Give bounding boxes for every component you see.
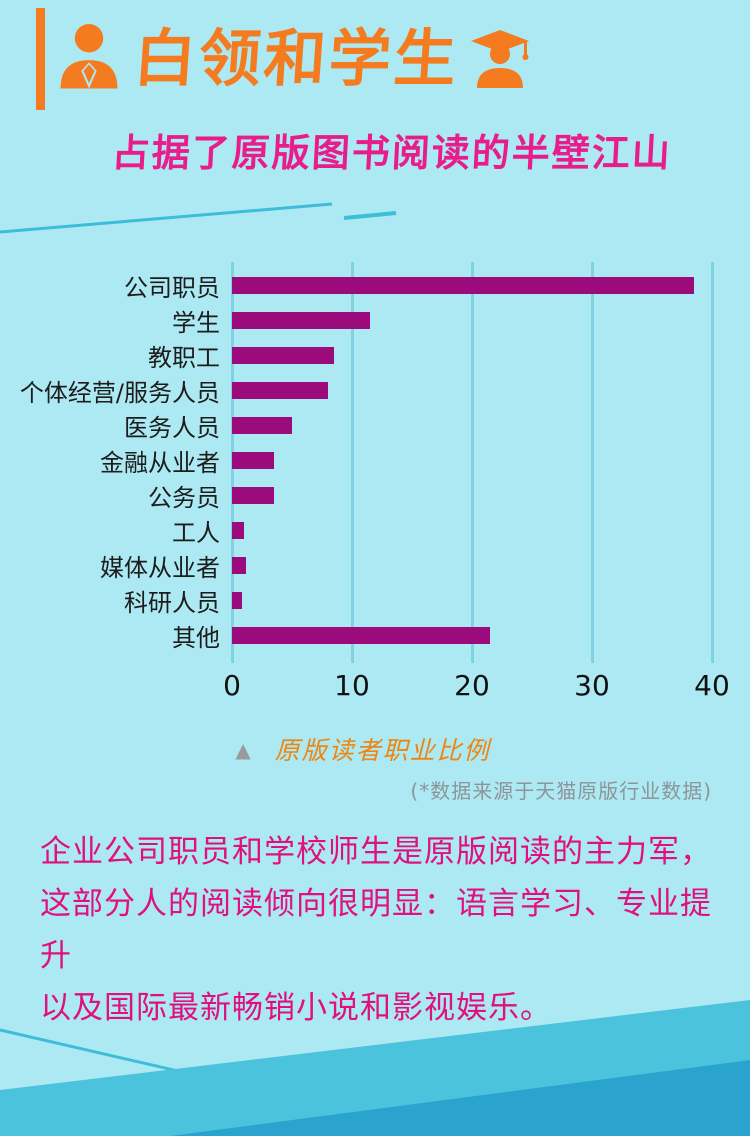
bar-track <box>232 347 712 364</box>
x-tick: 20 <box>454 669 490 702</box>
data-source-note: (*数据来源于天猫原版行业数据) <box>410 779 712 803</box>
bar-label: 金融从业者 <box>100 449 220 477</box>
chart-row: 公司职员 <box>0 268 750 303</box>
bar-label: 医务人员 <box>124 414 220 442</box>
chart-row: 科研人员 <box>0 583 750 618</box>
bar-track <box>232 417 712 434</box>
bottom-diagonal-bands <box>0 1000 750 1136</box>
chart-caption: 原版读者职业比例 <box>274 736 491 765</box>
bar-track <box>232 382 712 399</box>
bar <box>232 417 292 434</box>
bar <box>232 277 694 294</box>
x-axis: 0 10 20 30 40 <box>223 667 730 707</box>
chart-caption-row: ▲ 原版读者职业比例 <box>0 731 738 767</box>
x-tick: 10 <box>334 669 370 702</box>
chart-row: 公务员 <box>0 478 750 513</box>
chart-row: 教职工 <box>0 338 750 373</box>
accent-bar <box>36 8 45 110</box>
bar-track <box>232 487 712 504</box>
bar-label: 其他 <box>172 624 220 652</box>
plot-area: 公司职员学生教职工个体经营/服务人员医务人员金融从业者公务员工人媒体从业者科研人… <box>0 262 750 663</box>
chart-row: 其他 <box>0 618 750 653</box>
graduate-cap-icon <box>469 26 533 92</box>
bar <box>232 557 247 574</box>
chart-row: 工人 <box>0 513 750 548</box>
bar-label: 公司职员 <box>124 274 220 302</box>
bar-track <box>232 522 712 539</box>
bar <box>232 382 328 399</box>
bar <box>232 312 370 329</box>
bar-label: 学生 <box>172 309 220 337</box>
top-diagonal-line <box>0 202 397 234</box>
bar <box>232 487 274 504</box>
bar-track <box>232 312 712 329</box>
chart-row: 医务人员 <box>0 408 750 443</box>
bar-track <box>232 592 712 609</box>
bar <box>232 522 244 539</box>
bar-label: 科研人员 <box>124 589 220 617</box>
gridline <box>711 262 714 663</box>
body-text: 企业公司职员和学校师生是原版阅读的主力军， 这部分人的阅读倾向很明显：语言学习、… <box>40 826 730 1034</box>
body-line-3: 以及国际最新畅销小说和影视娱乐。 <box>40 990 552 1026</box>
bar-label: 教职工 <box>148 344 220 372</box>
x-tick: 0 <box>223 669 241 702</box>
bar-label: 公务员 <box>148 484 220 512</box>
caption-triangle-icon: ▲ <box>235 738 251 762</box>
page-subtitle: 占据了原版图书阅读的半壁江山 <box>110 131 673 175</box>
bar <box>232 452 274 469</box>
page-title: 白领和学生 <box>131 22 462 95</box>
bar-label: 个体经营/服务人员 <box>19 379 220 407</box>
header: 白领和学生 <box>54 20 533 98</box>
chart-row: 媒体从业者 <box>0 548 750 583</box>
chart-row: 学生 <box>0 303 750 338</box>
bar <box>232 347 334 364</box>
chart-row: 金融从业者 <box>0 443 750 478</box>
bar-chart: 公司职员学生教职工个体经营/服务人员医务人员金融从业者公务员工人媒体从业者科研人… <box>0 262 750 804</box>
x-tick: 40 <box>694 669 730 702</box>
bar-track <box>232 277 712 294</box>
gridline <box>351 262 354 663</box>
bar-track <box>232 627 712 644</box>
bar-rows: 公司职员学生教职工个体经营/服务人员医务人员金融从业者公务员工人媒体从业者科研人… <box>0 268 750 653</box>
white-collar-person-icon <box>54 20 124 98</box>
bar <box>232 627 490 644</box>
body-line-2: 这部分人的阅读倾向很明显：语言学习、专业提升 <box>40 886 712 974</box>
bar-track <box>232 557 712 574</box>
chart-row: 个体经营/服务人员 <box>0 373 750 408</box>
gridline <box>591 262 594 663</box>
bar <box>232 592 242 609</box>
x-tick: 30 <box>574 669 610 702</box>
body-line-1: 企业公司职员和学校师生是原版阅读的主力军， <box>40 834 712 870</box>
bar-label: 媒体从业者 <box>100 554 220 582</box>
bar-track <box>232 452 712 469</box>
gridline <box>471 262 474 663</box>
bar-label: 工人 <box>172 519 220 547</box>
